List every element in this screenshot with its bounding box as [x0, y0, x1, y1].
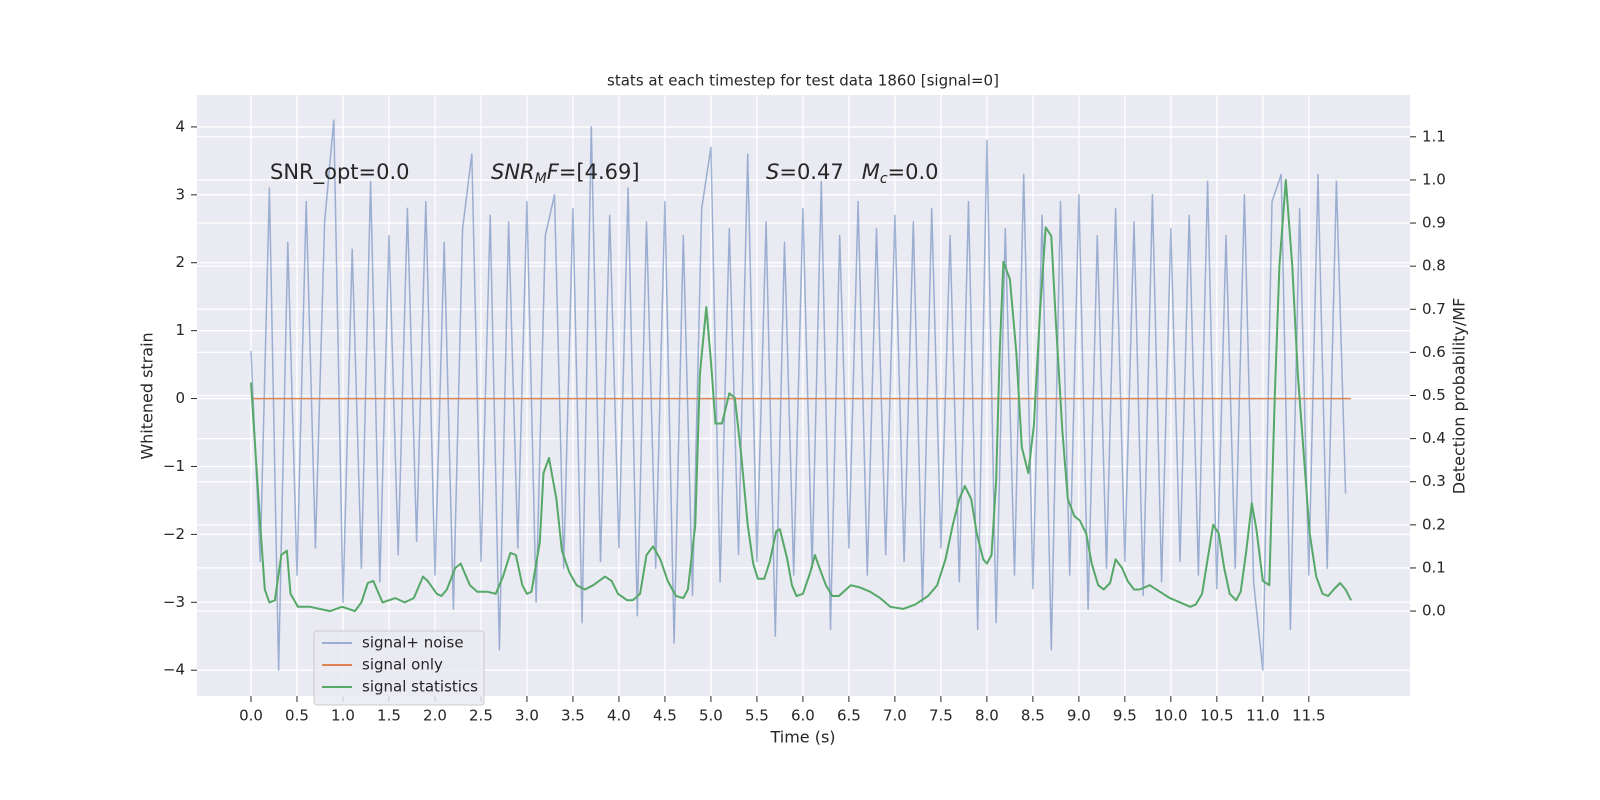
y2-tick-label: 0.1 — [1422, 558, 1446, 576]
y-tick-label: −3 — [163, 593, 185, 611]
x-tick-label: 6.5 — [837, 707, 861, 725]
x-tick-label: 7.0 — [883, 707, 907, 725]
legend-box — [313, 630, 485, 706]
annotation-text: =[4.69] — [559, 160, 640, 184]
x-tick-label: 10.5 — [1200, 707, 1233, 725]
x-tick-label: 1.0 — [331, 707, 355, 725]
annotation-subscript: c — [880, 171, 888, 187]
x-tick-label: 3.0 — [515, 707, 539, 725]
x-tick-label: 2.5 — [469, 707, 493, 725]
annotation: SNRMF=[4.69] — [491, 160, 640, 187]
y2-tick-label: 1.1 — [1422, 127, 1446, 145]
x-tick-label: 5.0 — [699, 707, 723, 725]
y-axis-label: Whitened strain — [138, 332, 157, 459]
x-tick-label: 10.0 — [1154, 707, 1187, 725]
ticks: 0.0 0.5 1.0 1.5 2.0 2.5 3.0 3.5 4.0 4.5 5.0 5.5 6.0 6… — [163, 117, 1446, 724]
x-tick-label: 5.5 — [745, 707, 769, 725]
y-tick-label: 2 — [175, 253, 185, 271]
annotation-text: M — [862, 160, 880, 184]
legend-label: signal only — [362, 656, 443, 674]
y2-tick-label: 0.8 — [1422, 257, 1446, 275]
annotation-subscript: M — [535, 171, 547, 187]
legend-label: signal+ noise — [362, 634, 464, 652]
y2-tick-label: 0.0 — [1422, 602, 1446, 620]
x-tick-label: 11.0 — [1246, 707, 1279, 725]
y-tick-label: −4 — [163, 661, 185, 679]
y2-tick-label: 0.5 — [1422, 386, 1446, 404]
x-tick-label: 8.0 — [975, 707, 999, 725]
y-tick-label: −2 — [163, 525, 185, 543]
series-line — [250, 119, 1347, 671]
annotation-text: SNR_opt=0.0 — [270, 160, 410, 185]
y-tick-label: −1 — [163, 457, 185, 475]
y2-tick-label: 0.4 — [1422, 429, 1446, 447]
y2-tick-label: 0.3 — [1422, 472, 1446, 490]
annotation-text: =0.0 — [888, 160, 939, 184]
legend-label: signal statistics — [362, 678, 478, 696]
x-tick-label: 0.0 — [239, 707, 263, 725]
chart-title: stats at each timestep for test data 186… — [607, 72, 999, 90]
lines — [250, 119, 1352, 671]
y2-tick-label: 1.0 — [1422, 170, 1446, 188]
grid — [197, 95, 1410, 696]
x-tick-label: 8.5 — [1021, 707, 1045, 725]
x-tick-label: 9.5 — [1113, 707, 1137, 725]
x-tick-label: 0.5 — [285, 707, 309, 725]
annotation-text: S — [766, 160, 779, 184]
x-axis-label: Time (s) — [769, 728, 835, 747]
x-tick-label: 4.0 — [607, 707, 631, 725]
x-tick-label: 4.5 — [653, 707, 677, 725]
annotation-text: =0.47 — [779, 160, 843, 184]
y-tick-label: 0 — [175, 389, 185, 407]
x-tick-label: 9.0 — [1067, 707, 1091, 725]
y-tick-label: 4 — [175, 117, 185, 135]
x-tick-label: 3.5 — [561, 707, 585, 725]
annotation-text: SNR — [491, 160, 535, 184]
x-tick-label: 1.5 — [377, 707, 401, 725]
x-tick-label: 7.5 — [929, 707, 953, 725]
y2-tick-label: 0.7 — [1422, 300, 1446, 318]
y2-tick-label: 0.6 — [1422, 343, 1446, 361]
y-tick-label: 3 — [175, 185, 185, 203]
y2-tick-label: 0.9 — [1422, 214, 1446, 232]
annotation-text: F — [547, 160, 560, 184]
x-tick-label: 6.0 — [791, 707, 815, 725]
annotation: S=0.47 Mc=0.0 — [766, 160, 939, 187]
x-tick-label: 11.5 — [1292, 707, 1325, 725]
legend: signal+ noise signal only signal statistic… — [313, 630, 485, 706]
y2-tick-label: 0.2 — [1422, 515, 1446, 533]
y-tick-label: 1 — [175, 321, 185, 339]
series-line — [250, 178, 1352, 613]
x-tick-label: 2.0 — [423, 707, 447, 725]
annotation: SNR_opt=0.0 — [270, 160, 410, 185]
y2-axis-label: Detection probability/MF — [1450, 298, 1469, 495]
